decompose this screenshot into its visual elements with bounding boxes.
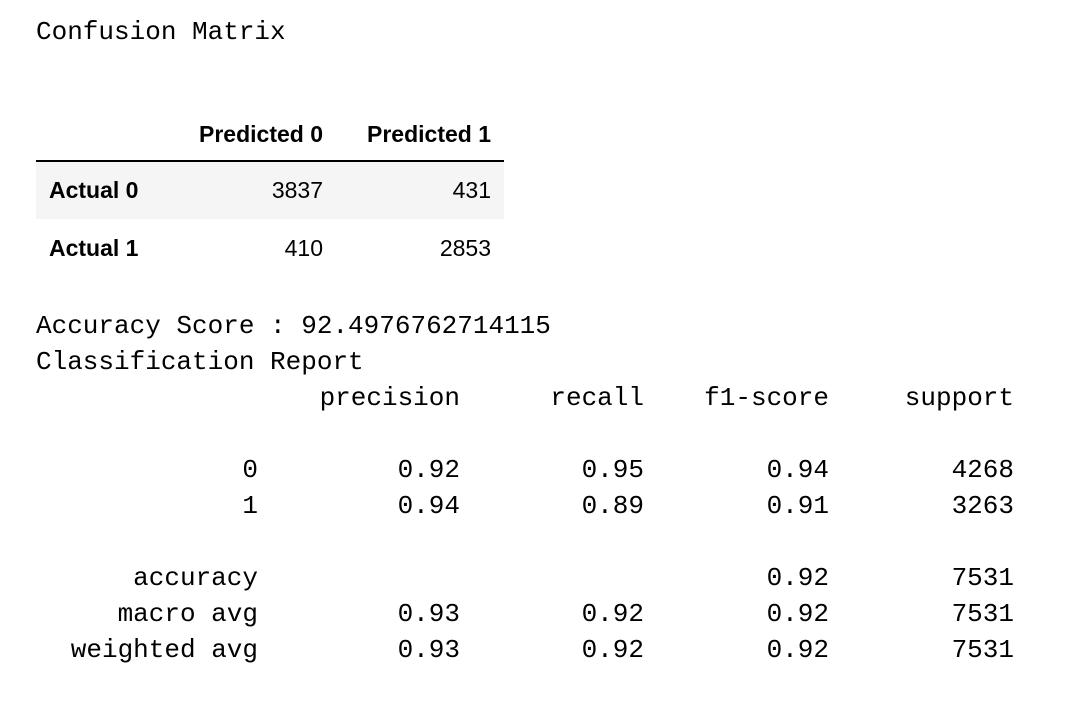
precision-value: 0.93 [397, 635, 460, 665]
support-value: 4268 [951, 455, 1014, 485]
row-label: 0 [242, 455, 258, 485]
f1-value: 0.94 [766, 455, 829, 485]
row-label: accuracy [133, 563, 258, 593]
confusion-matrix-table: Predicted 0 Predicted 1 Actual 0 3837 43… [36, 108, 504, 277]
accuracy-score-line: Accuracy Score : 92.4976762714115 [36, 311, 551, 341]
report-row-weighted-avg: weighted avg 0.93 0.92 0.92 7531 [36, 632, 1036, 668]
classification-report-title: Classification Report [36, 347, 364, 377]
recall-value: 0.95 [581, 455, 644, 485]
f1-value: 0.91 [766, 491, 829, 521]
precision-value: 0.94 [397, 491, 460, 521]
table-cell: 3837 [271, 177, 323, 203]
report-row-accuracy: accuracy 0.92 7531 [36, 560, 1036, 596]
report-header-row: precision recall f1-score support [36, 380, 1036, 416]
f1-value: 0.92 [766, 563, 829, 593]
support-value: 7531 [951, 599, 1014, 629]
header-f1-score: f1-score [704, 383, 829, 413]
row-label: 1 [242, 491, 258, 521]
report-row-class-0: 0 0.92 0.95 0.94 4268 [36, 452, 1036, 488]
recall-value: 0.92 [581, 599, 644, 629]
precision-value: 0.93 [397, 599, 460, 629]
precision-value: 0.92 [397, 455, 460, 485]
table-row: Actual 0 3837 431 [36, 161, 504, 219]
recall-value: 0.92 [581, 635, 644, 665]
table-header-row: Predicted 0 Predicted 1 [36, 108, 504, 162]
header-recall: recall [550, 383, 644, 413]
support-value: 7531 [951, 635, 1014, 665]
table-corner-cell [36, 108, 178, 162]
report-spacer [36, 416, 1036, 452]
table-cell: 431 [452, 177, 491, 203]
row-label: weighted avg [70, 635, 258, 665]
report-row-class-1: 1 0.94 0.89 0.91 3263 [36, 488, 1036, 524]
column-header-predicted-0: Predicted 0 [178, 108, 336, 162]
table-row: Actual 1 410 2853 [36, 219, 504, 277]
f1-value: 0.92 [766, 599, 829, 629]
table-cell: 2853 [439, 234, 491, 261]
row-header-actual-0: Actual 0 [49, 177, 139, 203]
recall-value: 0.89 [581, 491, 644, 521]
header-precision: precision [319, 383, 460, 413]
classification-report: precision recall f1-score support 0 0.92… [36, 380, 1036, 668]
row-label: macro avg [117, 599, 258, 629]
support-value: 7531 [951, 563, 1014, 593]
report-row-macro-avg: macro avg 0.93 0.92 0.92 7531 [36, 596, 1036, 632]
row-header-actual-1: Actual 1 [49, 234, 139, 261]
support-value: 3263 [951, 491, 1014, 521]
column-header-predicted-1: Predicted 1 [336, 108, 504, 162]
table-cell: 410 [284, 234, 323, 261]
report-spacer [36, 524, 1036, 560]
confusion-matrix-title: Confusion Matrix [36, 17, 286, 47]
header-support: support [904, 383, 1014, 413]
f1-value: 0.92 [766, 635, 829, 665]
